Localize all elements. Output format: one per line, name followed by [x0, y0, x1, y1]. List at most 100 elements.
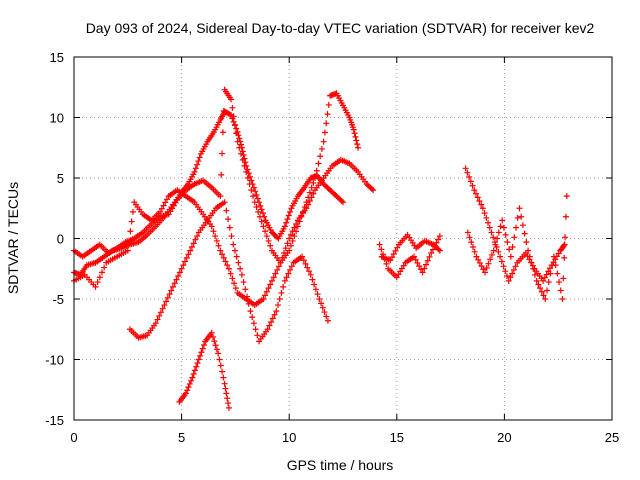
data-point	[286, 235, 293, 242]
y-tick-label: -10	[45, 353, 64, 368]
data-point	[194, 360, 201, 367]
data-point	[268, 318, 275, 325]
data-point	[543, 271, 550, 278]
data-point	[231, 121, 238, 128]
data-point	[323, 120, 330, 127]
data-point	[521, 230, 528, 237]
data-point	[281, 277, 288, 284]
data-point	[244, 175, 251, 181]
data-point	[257, 202, 264, 209]
data-point	[194, 161, 201, 168]
data-point	[92, 283, 99, 290]
data-point	[220, 107, 227, 114]
data-point	[191, 168, 198, 175]
data-point	[502, 268, 509, 275]
data-point	[504, 239, 511, 246]
data-point	[394, 244, 401, 251]
data-point	[285, 270, 292, 277]
data-point	[309, 276, 316, 283]
data-point	[157, 208, 164, 215]
data-point	[469, 243, 476, 250]
data-point	[182, 258, 189, 265]
data-point	[94, 279, 101, 286]
data-point	[219, 150, 226, 157]
data-point	[225, 216, 232, 223]
data-point	[293, 220, 300, 227]
data-point	[212, 342, 219, 349]
y-tick-label: 15	[50, 50, 64, 65]
data-point	[262, 228, 269, 235]
data-point	[164, 294, 171, 301]
data-point	[497, 223, 504, 230]
data-point	[185, 384, 192, 391]
data-point	[316, 296, 323, 302]
data-point	[466, 234, 473, 241]
data-point	[312, 286, 319, 293]
data-point	[469, 182, 476, 189]
data-point	[233, 253, 240, 260]
data-point	[260, 223, 267, 230]
data-point	[419, 269, 426, 276]
data-point	[219, 251, 226, 258]
data-point	[412, 256, 419, 263]
data-point	[488, 229, 495, 236]
x-tick-label: 15	[390, 430, 404, 445]
data-point	[512, 263, 519, 270]
data-point	[243, 168, 250, 175]
data-point	[245, 300, 252, 307]
data-point	[124, 247, 131, 254]
data-point	[429, 246, 436, 253]
data-point	[462, 165, 469, 172]
data-point	[284, 240, 291, 247]
data-point	[547, 265, 554, 272]
data-point	[428, 250, 435, 257]
data-point	[162, 199, 169, 206]
data-point	[416, 263, 423, 270]
data-point	[540, 277, 547, 284]
data-point	[523, 239, 530, 246]
data-point	[414, 259, 421, 266]
data-point	[376, 241, 383, 248]
x-axis-title: GPS time / hours	[287, 457, 394, 473]
data-point	[273, 308, 280, 315]
data-point	[368, 185, 375, 192]
data-point	[490, 247, 497, 254]
data-point	[190, 371, 197, 378]
data-point	[217, 193, 224, 200]
series-track-d	[126, 199, 331, 345]
data-point	[490, 234, 497, 241]
data-point	[435, 246, 442, 253]
data-point	[516, 205, 523, 212]
data-point	[318, 300, 325, 307]
x-tick-label: 10	[282, 430, 296, 445]
data-point	[464, 229, 471, 236]
data-point	[269, 315, 276, 322]
data-point	[126, 237, 133, 244]
data-point	[256, 213, 263, 220]
data-point	[315, 160, 322, 167]
data-point	[473, 253, 480, 260]
data-point	[557, 287, 564, 294]
data-point	[242, 286, 249, 293]
data-point	[221, 380, 228, 387]
data-point	[303, 205, 310, 212]
data-point	[223, 390, 230, 397]
data-point	[156, 312, 163, 319]
data-point	[191, 367, 198, 374]
data-point	[389, 254, 396, 261]
data-point	[275, 263, 282, 270]
data-point	[128, 218, 135, 225]
data-point	[215, 242, 222, 249]
data-point	[244, 293, 251, 300]
data-point	[236, 135, 243, 142]
data-point	[509, 243, 516, 250]
data-point	[225, 400, 232, 407]
data-point	[222, 385, 229, 392]
data-point	[195, 158, 202, 165]
data-point	[285, 212, 292, 219]
data-point	[154, 316, 161, 323]
data-point	[187, 247, 194, 254]
data-point	[526, 253, 533, 260]
data-point	[284, 216, 291, 223]
data-point	[266, 322, 273, 329]
